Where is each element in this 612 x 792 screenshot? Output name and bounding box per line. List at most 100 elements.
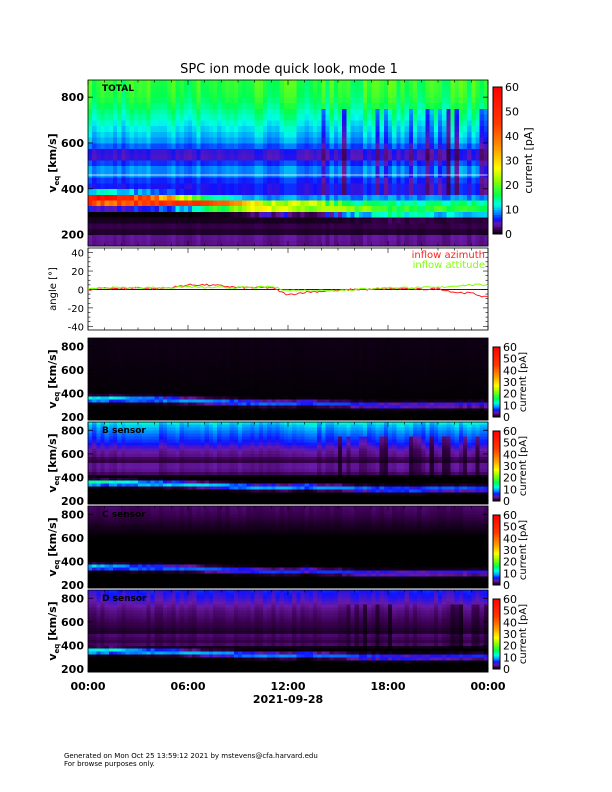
heatmap-cell — [333, 234, 339, 241]
heatmap-cell — [233, 361, 239, 365]
heatmap-cell — [375, 338, 380, 341]
heatmap-cell — [142, 80, 147, 87]
heatmap-cell — [450, 91, 455, 98]
heatmap-cell — [254, 346, 260, 350]
heatmap-cell — [179, 154, 185, 161]
heatmap-cell — [304, 160, 310, 167]
heatmap-cell — [304, 375, 310, 380]
heatmap-cell — [429, 228, 435, 235]
heatmap-cell — [400, 223, 405, 230]
heatmap-cell — [346, 200, 351, 207]
heatmap-cell — [467, 80, 472, 87]
heatmap-cell — [279, 340, 285, 344]
heatmap-cell — [396, 177, 401, 184]
heatmap-cell — [296, 131, 301, 138]
heatmap-cell — [321, 381, 326, 385]
heatmap-cell — [225, 205, 230, 212]
heatmap-cell — [221, 363, 226, 368]
heatmap-cell — [125, 234, 130, 241]
heatmap-cell — [117, 361, 122, 365]
heatmap-cell — [108, 414, 114, 418]
heatmap-cell — [267, 340, 272, 344]
heatmap-cell — [400, 148, 405, 155]
heatmap-cell — [288, 142, 293, 149]
heatmap-cell — [292, 384, 297, 388]
heatmap-cell — [92, 234, 97, 241]
heatmap-cell — [413, 165, 418, 172]
heatmap-cell — [350, 142, 355, 149]
heatmap-cell — [88, 405, 93, 409]
heatmap-cell — [350, 85, 355, 92]
heatmap-cell — [208, 396, 214, 400]
heatmap-cell — [117, 405, 122, 409]
heatmap-cell — [371, 399, 376, 403]
heatmap-cell — [208, 177, 214, 184]
heatmap-cell — [292, 211, 297, 218]
heatmap-cell — [92, 102, 97, 109]
heatmap-cell — [163, 188, 168, 195]
heatmap-cell — [338, 183, 343, 190]
heatmap-cell — [292, 387, 297, 391]
heatmap-cell — [392, 366, 397, 371]
heatmap-cell — [450, 228, 455, 235]
y-label-subscript: eq — [53, 176, 61, 186]
heatmap-cell — [88, 375, 93, 380]
heatmap-cell — [346, 211, 351, 218]
heatmap-cell — [300, 405, 305, 409]
heatmap-cell — [342, 340, 347, 344]
heatmap-cell — [108, 375, 114, 380]
heatmap-cell — [379, 142, 385, 149]
heatmap-cell — [108, 148, 114, 155]
heatmap-cell — [483, 114, 489, 121]
heatmap-cell — [425, 142, 430, 149]
heatmap-cell — [371, 154, 376, 161]
heatmap-cell — [88, 358, 93, 362]
heatmap-cell — [233, 378, 239, 382]
heatmap-cell — [413, 177, 418, 184]
heatmap-cell — [467, 142, 472, 149]
heatmap-cell — [133, 205, 139, 212]
heatmap-cell — [383, 396, 389, 400]
heatmap-cell — [308, 399, 314, 403]
heatmap-cell — [254, 228, 260, 235]
heatmap-cell — [117, 228, 122, 235]
heatmap-cell — [250, 171, 255, 178]
heatmap-cell — [375, 384, 380, 388]
heatmap-cell — [338, 177, 343, 184]
colorbar-swatch — [493, 207, 502, 210]
heatmap-cell — [358, 194, 364, 201]
heatmap-cell — [175, 358, 180, 362]
heatmap-cell — [371, 102, 376, 109]
heatmap-cell — [296, 114, 301, 121]
heatmap-cell — [275, 223, 280, 230]
heatmap-cell — [250, 85, 255, 92]
heatmap-cell — [417, 211, 422, 218]
heatmap-cell — [171, 183, 176, 190]
heatmap-cell — [283, 211, 289, 218]
heatmap-cell — [275, 396, 280, 400]
heatmap-cell — [317, 405, 322, 409]
heatmap-cell — [125, 80, 130, 87]
heatmap-cell — [96, 417, 101, 421]
heatmap-cell — [267, 352, 272, 356]
heatmap-cell — [217, 372, 222, 377]
heatmap-cell — [192, 340, 197, 344]
heatmap-cell — [204, 411, 210, 415]
heatmap-cell — [317, 352, 322, 356]
heatmap-cell — [100, 393, 105, 397]
heatmap-cell — [383, 120, 389, 127]
heatmap-cell — [308, 114, 314, 121]
heatmap-cell — [383, 240, 389, 247]
heatmap-cell — [200, 137, 205, 144]
heatmap-cell — [267, 194, 272, 201]
heatmap-cell — [229, 366, 235, 371]
heatmap-cell — [242, 408, 247, 412]
heatmap-cell — [400, 108, 405, 115]
heatmap-cell — [429, 108, 435, 115]
heatmap-cell — [317, 131, 322, 138]
heatmap-cell — [300, 142, 305, 149]
heatmap-cell — [117, 200, 122, 207]
heatmap-cell — [104, 405, 110, 409]
heatmap-cell — [313, 361, 318, 365]
heatmap-cell — [329, 399, 335, 403]
